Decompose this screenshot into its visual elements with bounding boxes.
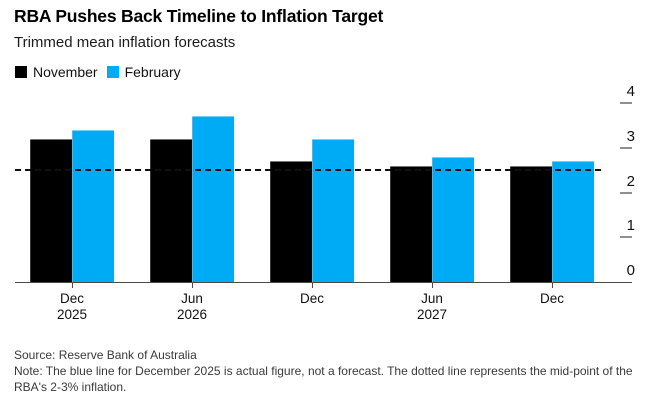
bar-february-jun2026 <box>192 116 234 282</box>
x-axis-tick <box>192 282 193 288</box>
x-axis-label-year: 2025 <box>56 307 88 322</box>
bar-november-jun2027 <box>390 165 432 282</box>
x-axis-tick <box>432 282 433 288</box>
y-axis-label-4: 4 <box>626 83 635 100</box>
source-text: Source: Reserve Bank of Australia <box>14 348 197 362</box>
legend-label-february: February <box>124 64 181 80</box>
y-axis-tick-3 <box>620 146 632 149</box>
bar-november-dec2025 <box>30 138 72 282</box>
x-axis-line <box>15 282 632 283</box>
x-axis-tick <box>312 282 313 288</box>
legend-label-november: November <box>33 64 98 80</box>
y-axis-label-1: 1 <box>626 217 635 235</box>
x-axis-tick <box>72 282 73 288</box>
legend-item-november: November <box>15 64 98 80</box>
bar-february-jun2027 <box>432 156 474 282</box>
x-axis-label-month: Dec <box>299 291 324 306</box>
x-axis-label-year: 2026 <box>176 307 208 322</box>
y-axis-tick-2 <box>620 191 632 194</box>
bar-february-dec <box>312 138 354 282</box>
y-axis-tick-4 <box>620 102 632 104</box>
y-axis-label-3: 3 <box>626 127 635 145</box>
x-axis-label-month: Jun <box>181 291 203 306</box>
y-axis-label-0: 0 <box>626 262 635 279</box>
x-axis-label-year: 2027 <box>416 307 448 322</box>
february-swatch <box>106 66 119 78</box>
y-axis-tick-1 <box>620 236 632 239</box>
note-text: Note: The blue line for December 2025 is… <box>14 364 633 394</box>
footer: Source: Reserve Bank of Australia Note: … <box>14 347 638 395</box>
x-axis-tick <box>552 282 553 288</box>
legend: November February <box>15 64 181 80</box>
x-axis-label-month: Jun <box>421 291 443 306</box>
bar-november-dec <box>270 161 312 282</box>
bar-november-dec <box>510 165 552 282</box>
chart-subtitle: Trimmed mean inflation forecasts <box>14 34 236 51</box>
target-midpoint-line <box>15 169 605 172</box>
y-axis-label-2: 2 <box>626 172 635 190</box>
legend-item-february: February <box>106 64 181 80</box>
x-axis-label-month: Dec <box>539 291 564 306</box>
x-axis-label-month: Dec <box>59 291 84 306</box>
bar-february-dec2025 <box>72 129 114 282</box>
bar-february-dec <box>552 161 594 282</box>
bar-november-jun2026 <box>150 138 192 282</box>
chart-title: RBA Pushes Back Timeline to Inflation Ta… <box>14 6 384 26</box>
november-swatch <box>15 66 27 78</box>
